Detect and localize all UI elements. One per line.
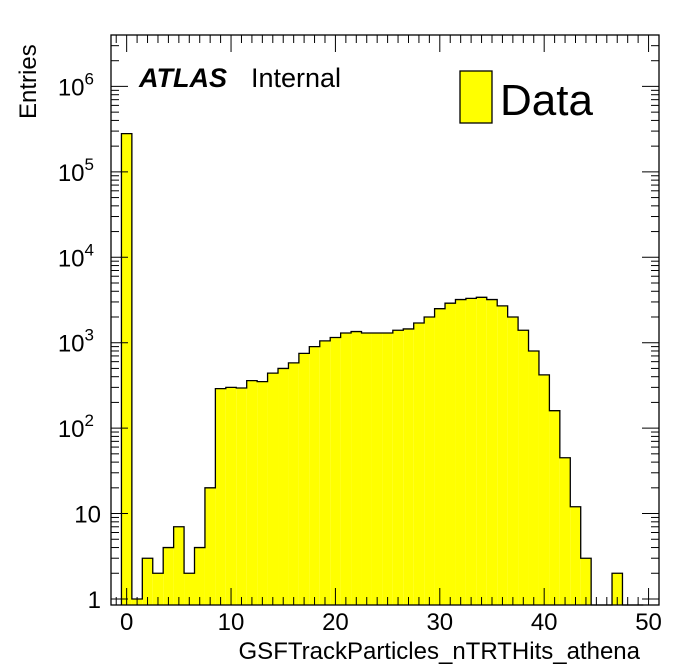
x-tick-label: 0 xyxy=(120,609,133,636)
histogram-bar xyxy=(351,331,362,605)
histogram-bar xyxy=(445,303,456,605)
histogram-bar xyxy=(278,368,289,605)
histogram-bar xyxy=(215,388,226,605)
histogram-bar xyxy=(257,381,268,605)
histogram-bar xyxy=(267,373,279,605)
histogram-bar xyxy=(434,308,446,605)
y-tick-label: 1 xyxy=(88,587,101,614)
y-tick-label: 102 xyxy=(58,411,94,443)
legend-swatch xyxy=(459,70,493,124)
histogram-bar xyxy=(142,558,153,605)
y-tick-label: 103 xyxy=(58,326,94,358)
histogram-bar xyxy=(538,374,550,605)
histogram-bar xyxy=(184,573,195,605)
atlas-label: ATLAS xyxy=(138,63,227,93)
plot-frame xyxy=(110,34,660,606)
histogram-bar xyxy=(371,332,383,605)
y-tick-label: 106 xyxy=(58,69,94,101)
y-tick-label: 104 xyxy=(58,240,94,272)
histogram-bar xyxy=(392,330,404,605)
histogram-bar xyxy=(424,316,435,605)
histogram-bar xyxy=(518,330,529,605)
histogram-bar xyxy=(288,362,299,605)
histogram-bar xyxy=(570,506,581,605)
legend-label: Data xyxy=(500,76,593,125)
x-tick-labels: 0 10 20 30 40 50 xyxy=(120,609,662,636)
histogram-bar xyxy=(580,558,592,605)
histogram-bar xyxy=(330,337,341,605)
histogram-bar xyxy=(298,353,310,605)
histogram-bars xyxy=(121,133,623,605)
y-tick-label: 10 xyxy=(74,502,101,529)
histogram-bar xyxy=(559,457,571,605)
histogram-bar xyxy=(236,387,247,605)
histogram-bar xyxy=(455,299,466,605)
histogram-bar xyxy=(528,350,539,605)
internal-label: Internal xyxy=(251,63,341,93)
histogram-bar xyxy=(173,526,185,605)
histogram-outline xyxy=(120,133,644,606)
histogram-bar xyxy=(225,387,237,605)
histogram-bar xyxy=(476,297,487,605)
x-tick-label: 40 xyxy=(531,609,558,636)
histogram-bar xyxy=(361,332,372,605)
histogram-bar xyxy=(121,133,132,605)
histogram-bar xyxy=(204,487,216,605)
histogram-bar xyxy=(486,299,498,605)
x-tick-label: 10 xyxy=(218,609,245,636)
x-tick-label: 30 xyxy=(426,609,453,636)
histogram-bar xyxy=(163,547,174,605)
histogram-bar xyxy=(465,298,477,605)
x-axis-title: GSFTrackParticles_nTRTHits_athena xyxy=(239,638,641,665)
histogram-bar xyxy=(340,332,352,605)
histogram-bar xyxy=(194,547,205,605)
histogram-bar xyxy=(413,323,425,605)
y-tick-labels: 1 10 102 103 104 105 106 xyxy=(58,69,101,614)
histogram-bar xyxy=(152,573,164,605)
histogram-bar xyxy=(497,305,508,605)
histogram-bar xyxy=(612,573,623,605)
histogram-bar xyxy=(309,346,320,605)
histogram-bar xyxy=(382,332,393,605)
histogram-bar xyxy=(319,340,331,605)
y-tick-label: 105 xyxy=(58,155,94,187)
axis-ticks xyxy=(111,34,660,605)
x-tick-label: 50 xyxy=(635,609,662,636)
histogram-bar xyxy=(507,316,519,605)
histogram-bar xyxy=(403,328,414,605)
x-tick-label: 20 xyxy=(322,609,349,636)
histogram-bar xyxy=(549,410,560,605)
histogram-bar xyxy=(246,380,258,605)
y-axis-title: Entries xyxy=(15,44,42,119)
